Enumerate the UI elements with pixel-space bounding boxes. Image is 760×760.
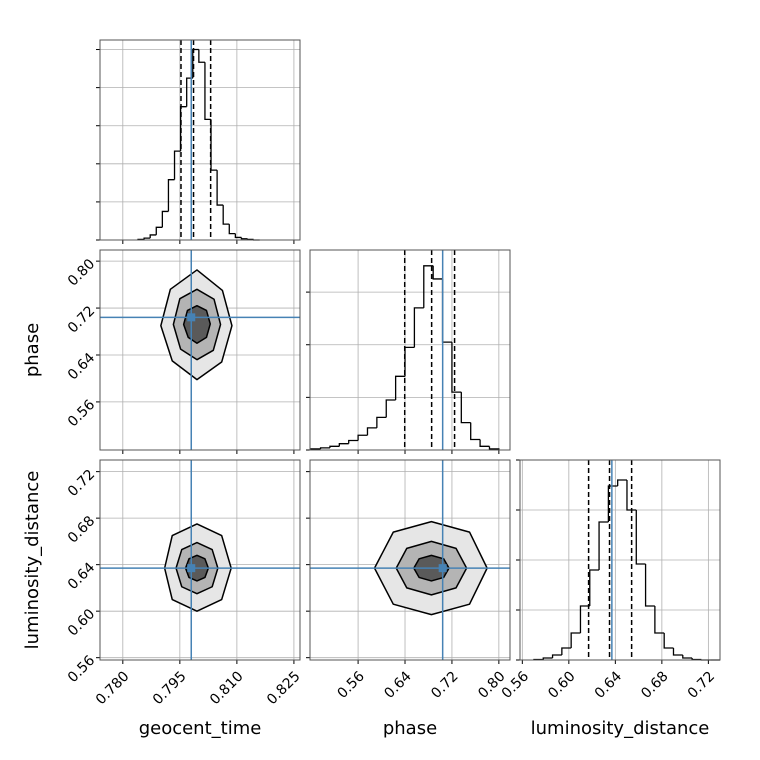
panel-frame [519,459,721,661]
hist-bin [192,48,199,79]
y-tick-label: 0.72 [65,303,98,336]
hist-bin [228,224,236,235]
hist-bin [234,233,242,239]
hist-bin [394,375,406,400]
hist-bin [441,278,452,343]
hist-bin [654,606,665,634]
hist-bin [319,447,330,449]
hist-bin [672,648,683,656]
y-tick-label: 0.56 [65,397,98,430]
x-tick-label: 0.64 [592,668,625,701]
hist-bin [460,392,471,424]
hist-bin [385,399,396,418]
hist-bin [561,647,572,655]
y-tick-label: 0.60 [65,606,98,639]
hist-bin [329,445,340,448]
y-tick-label: 0.64 [65,350,98,383]
hist-bin [222,205,230,225]
hist-bin [210,119,218,171]
y-tick-label: 0.72 [65,467,98,500]
hist-bin [155,226,163,235]
hist-bin [626,480,637,511]
x-tick-label: 0.825 [264,668,304,708]
truth-marker [438,564,447,573]
hist-bin [589,569,600,606]
y-tick-label: 0.56 [65,653,98,686]
hist-bin [432,265,443,280]
panel-frame [99,249,301,451]
y-tick-label: 0.64 [65,560,98,593]
hist-bin [366,427,377,436]
hist-bin [644,564,655,607]
hist-bin [376,416,387,428]
y-tick-label: 0.68 [65,513,98,546]
hist-bin [240,237,248,240]
hist-bin [161,210,169,228]
x-tick-label: 0.60 [545,668,578,701]
contour [182,304,212,345]
hist-bin [570,632,581,648]
x-axis-label: phase [383,718,437,739]
x-tick-label: 0.56 [499,668,532,701]
truth-marker [187,564,196,573]
hist-bin [198,49,205,63]
hist-bin [579,605,590,633]
y-axis-label: phase [22,323,43,377]
hist-bin [413,307,424,348]
hist-bin [542,657,553,660]
hist-bin [488,446,500,450]
hist-bin [598,521,609,570]
x-tick-label: 0.780 [93,668,133,708]
hist-bin [617,479,627,486]
x-axis-label: luminosity_distance [531,718,710,739]
x-tick-label: 0.72 [428,668,461,701]
hist-bin [149,234,157,239]
x-axis-label: geocent_time [139,718,262,739]
hist-bin [404,346,415,377]
hist-bin [246,238,254,241]
hist-bin [338,443,349,447]
y-tick-label: 0.80 [65,256,98,289]
hist-bin [470,422,481,441]
panel-frame [99,39,301,241]
panel-frame [99,459,301,661]
y-axis-label: luminosity_distance [22,471,43,650]
x-tick-label: 0.72 [685,668,718,701]
x-tick-label: 0.795 [150,668,190,708]
x-tick-label: 0.56 [334,668,367,701]
hist-bin [167,179,175,212]
hist-bin [451,342,462,393]
hist-bin [682,655,693,659]
x-tick-label: 0.64 [381,668,414,701]
hist-bin [143,237,151,240]
hist-bin [607,485,618,522]
truth-marker [187,313,196,322]
hist-bin [204,62,212,121]
panel-frame [309,249,511,451]
hist-bin [173,150,181,180]
hist-bin [479,439,490,447]
x-tick-label: 0.68 [638,668,671,701]
hist-bin [635,510,646,565]
hist-bin [551,654,562,658]
hist-bin [348,439,359,444]
hist-bin [216,170,224,206]
hist-bin [357,434,368,441]
hist-bin [663,633,674,649]
panel-frame [309,459,511,661]
hist-bin [691,658,702,661]
hist-bin [423,265,434,308]
x-tick-label: 0.810 [207,668,247,708]
